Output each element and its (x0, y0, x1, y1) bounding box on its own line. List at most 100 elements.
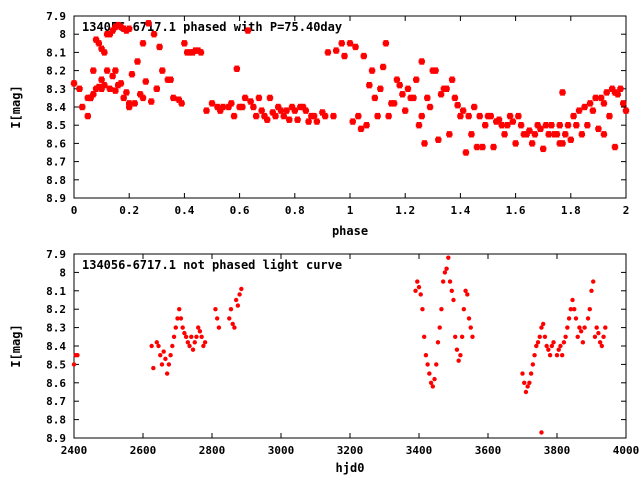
data-point (527, 380, 532, 385)
y-tick-label: 8.3 (46, 83, 66, 96)
data-point (202, 340, 208, 345)
data-point (539, 430, 544, 435)
data-point (558, 343, 563, 349)
data-point-arm (277, 108, 285, 113)
data-point-arm (556, 141, 563, 146)
data-points (70, 20, 630, 156)
data-point (437, 325, 442, 330)
data-point-arm (183, 50, 191, 55)
data-point (420, 307, 425, 312)
data-point-arm (435, 138, 442, 142)
data-point (430, 384, 435, 389)
data-point (596, 330, 601, 336)
data-point (468, 325, 473, 330)
data-point (175, 316, 180, 321)
data-point-arm (156, 45, 163, 49)
data-point-arm (181, 41, 188, 46)
data-point-arm (120, 96, 127, 100)
data-point-arm (415, 123, 423, 127)
data-point-arm (564, 123, 572, 127)
data-point (587, 307, 592, 312)
data-point-arm (247, 99, 254, 104)
data-point (214, 316, 220, 321)
data-point-arm (390, 101, 398, 106)
data-point-arm (338, 41, 345, 46)
chart-panel-unphased: 2400 2600 2800 3000 3200 3400 3600 3800 4000 7.9 8… (9, 248, 639, 475)
data-point-arm (377, 87, 384, 91)
data-point-arm (371, 96, 379, 100)
data-point (537, 334, 542, 339)
y-tick-label: 8.4 (46, 340, 66, 353)
data-point (434, 362, 439, 367)
data-point (197, 329, 203, 334)
data-point-arm (528, 141, 536, 146)
data-point (194, 334, 199, 339)
data-point (458, 353, 463, 358)
data-point (173, 325, 178, 330)
data-point-arm (175, 97, 183, 102)
data-point-arm (286, 117, 293, 122)
x-axis-label: hjd0 (336, 461, 365, 475)
data-point (199, 334, 204, 339)
data-point (239, 286, 244, 292)
x-tick-label: 1.4 (450, 204, 470, 217)
data-point-arm (170, 96, 177, 100)
x-tick-label: 0.4 (174, 204, 194, 217)
chart-title: 134056-6717.1 not phased light curve (82, 258, 342, 272)
data-point-arm (495, 117, 503, 122)
data-point-arm (396, 83, 403, 87)
data-point (523, 389, 529, 395)
data-point-arm (139, 41, 147, 46)
data-point-arm (106, 32, 114, 36)
data-point (551, 340, 556, 345)
data-point-arm (98, 47, 105, 51)
data-point-arm (426, 105, 434, 109)
data-point (233, 297, 239, 303)
data-point-arm (620, 101, 627, 106)
data-point-arm (578, 132, 586, 137)
y-tick-label: 8.9 (46, 432, 66, 445)
data-point-arm (153, 87, 160, 91)
data-point (561, 340, 567, 345)
x-tick-label: 3800 (544, 444, 571, 457)
data-point (235, 303, 241, 308)
x-tick-label: 3400 (406, 444, 433, 457)
data-point-arm (112, 68, 119, 73)
data-point-arm (103, 68, 111, 73)
data-point-arm (575, 108, 583, 113)
data-point (530, 362, 536, 367)
data-point (565, 325, 570, 330)
data-point (415, 279, 420, 284)
data-point (423, 353, 429, 358)
data-point-arm (126, 101, 133, 106)
y-tick-label: 8.1 (46, 285, 66, 298)
data-point (566, 316, 572, 321)
data-point (591, 279, 596, 284)
data-point (201, 343, 206, 349)
data-point-arm (622, 108, 630, 113)
data-point (447, 279, 453, 284)
data-point (542, 334, 548, 339)
data-point-arm (446, 132, 453, 137)
data-point-arm (473, 145, 481, 149)
data-point-arm (454, 103, 461, 107)
data-point-arm (545, 132, 552, 137)
data-point-arm (600, 101, 608, 106)
data-point (442, 270, 448, 275)
data-point (187, 343, 192, 349)
data-point (449, 288, 454, 293)
data-point-arm (611, 90, 619, 95)
data-point-arm (233, 67, 241, 71)
data-point (237, 292, 242, 297)
data-point (192, 340, 197, 345)
data-point (161, 349, 166, 354)
data-point-arm (509, 119, 517, 124)
data-point (572, 307, 577, 312)
data-point-arm (468, 132, 475, 137)
data-point (532, 353, 537, 358)
data-point-arm (324, 50, 332, 55)
x-tick-label: 3000 (268, 444, 295, 457)
data-point-arm (266, 96, 274, 100)
data-point (470, 334, 475, 339)
data-point (563, 334, 568, 339)
